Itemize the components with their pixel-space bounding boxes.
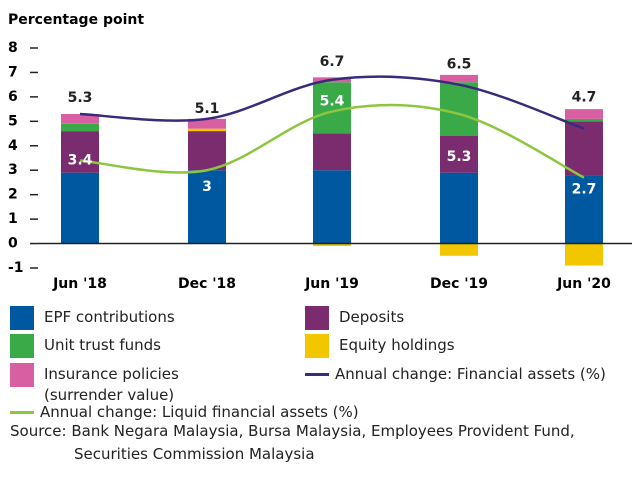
y-tick-label: 8: [8, 40, 18, 56]
bar-segment: [565, 109, 603, 119]
y-axis-label: Percentage point: [8, 12, 144, 28]
data-label: 5.3: [447, 149, 472, 165]
legend-swatch: [10, 334, 34, 358]
bar-segment: [313, 243, 351, 246]
bar-segment: [61, 131, 99, 173]
bar-segment: [61, 172, 99, 244]
legend-label: Insurance policies (surrender value): [44, 365, 179, 404]
bar-segment: [188, 170, 226, 244]
data-label: 5.4: [320, 94, 345, 110]
bar-segment: [565, 175, 603, 244]
bar-segment: [188, 131, 226, 171]
x-tick-label: Jun '18: [52, 276, 107, 292]
bar-segment: [188, 128, 226, 132]
x-tick-label: Jun '20: [556, 276, 611, 292]
data-label: 6.7: [320, 54, 345, 70]
y-tick-label: 3: [8, 162, 18, 178]
y-tick-label: 2: [8, 187, 18, 203]
bar-segment: [440, 74, 478, 83]
data-label: 4.7: [572, 90, 597, 106]
line: [79, 103, 585, 179]
data-label: 5.1: [195, 101, 220, 117]
legend-label: Annual change: Liquid financial assets (…: [40, 403, 359, 421]
y-tick-label: 1: [8, 211, 18, 227]
bar-segment: [313, 133, 351, 171]
bar-segment: [61, 114, 99, 124]
bar-segment: [188, 118, 226, 129]
line: [79, 75, 585, 130]
bar-segment: [565, 121, 603, 176]
bar-segment: [440, 82, 478, 136]
legend-line: [10, 411, 34, 414]
chart: Percentage point -1 0 1 2 3 4 5 6 7 8 Jun '18 Dec '…: [8, 12, 632, 292]
legend-swatch: [10, 363, 34, 387]
legend-swatch: [305, 334, 329, 358]
data-label: 2.7: [572, 182, 597, 198]
legend-label: Equity holdings: [339, 336, 455, 354]
source: Source: Bank Negara Malaysia, Bursa Mala…: [10, 422, 575, 463]
legend-label: Deposits: [339, 308, 405, 326]
y-tick-label: -1: [8, 260, 24, 276]
bar-segment: [565, 118, 603, 122]
y-tick-label: 5: [8, 113, 18, 129]
bar-segment: [440, 136, 478, 173]
y-tick-label: 4: [8, 138, 18, 154]
data-label: 6.5: [447, 57, 472, 73]
x-tick-label: Dec '19: [430, 276, 488, 292]
x-tick-label: Jun '19: [304, 276, 359, 292]
bar-segment: [61, 123, 99, 132]
y-tick-label: 0: [8, 236, 18, 252]
y-tick-label: 7: [8, 64, 18, 80]
data-label: 3.4: [68, 152, 93, 168]
legend-label: Unit trust funds: [44, 336, 161, 354]
legend-label: Annual change: Financial assets (%): [335, 365, 606, 383]
legend-label: EPF contributions: [44, 308, 175, 326]
x-tick-label: Dec '18: [178, 276, 236, 292]
bar-segment: [440, 243, 478, 256]
legend-swatch: [10, 306, 34, 330]
y-tick-label: 6: [8, 89, 18, 105]
bar-segment: [440, 172, 478, 244]
data-label: 5.3: [68, 90, 93, 106]
data-label: 3: [202, 179, 212, 195]
bar-segment: [565, 243, 603, 266]
legend-line: [305, 373, 329, 376]
legend-swatch: [305, 306, 329, 330]
bar-segment: [313, 170, 351, 244]
